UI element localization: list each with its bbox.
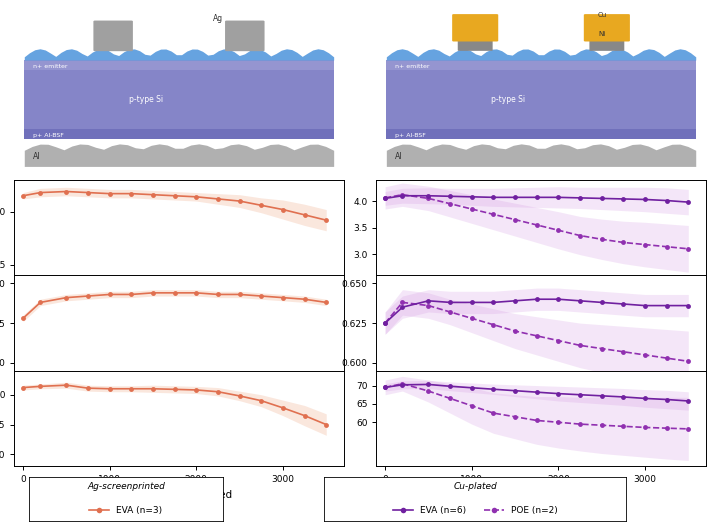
Text: p-type Si: p-type Si — [129, 95, 163, 104]
FancyBboxPatch shape — [225, 20, 264, 51]
FancyBboxPatch shape — [452, 14, 498, 41]
FancyBboxPatch shape — [94, 20, 133, 51]
Text: Ag: Ag — [213, 14, 223, 24]
Text: Ag-screenprinted: Ag-screenprinted — [87, 482, 165, 491]
FancyBboxPatch shape — [584, 14, 630, 41]
Text: Cu-plated: Cu-plated — [454, 482, 497, 491]
Text: p-type Si: p-type Si — [491, 95, 525, 104]
FancyBboxPatch shape — [590, 40, 624, 51]
FancyBboxPatch shape — [458, 40, 492, 51]
Legend: EVA (n=6), POE (n=2): EVA (n=6), POE (n=2) — [391, 504, 559, 517]
Text: SiNx: SiNx — [32, 45, 47, 50]
Text: SiNx: SiNx — [395, 45, 409, 50]
Text: n+ emitter: n+ emitter — [32, 64, 67, 69]
Text: Ni: Ni — [598, 31, 606, 37]
Text: p+ Al-BSF: p+ Al-BSF — [395, 133, 426, 138]
X-axis label: DH hours completed: DH hours completed — [487, 490, 595, 500]
Legend: EVA (n=3): EVA (n=3) — [88, 504, 164, 517]
Text: n+ emitter: n+ emitter — [395, 64, 429, 69]
Text: Cu: Cu — [598, 12, 606, 17]
Text: Al: Al — [395, 152, 402, 161]
X-axis label: DH hours completed: DH hours completed — [125, 490, 233, 500]
Text: Al: Al — [32, 152, 40, 161]
Text: p+ Al-BSF: p+ Al-BSF — [32, 133, 63, 138]
